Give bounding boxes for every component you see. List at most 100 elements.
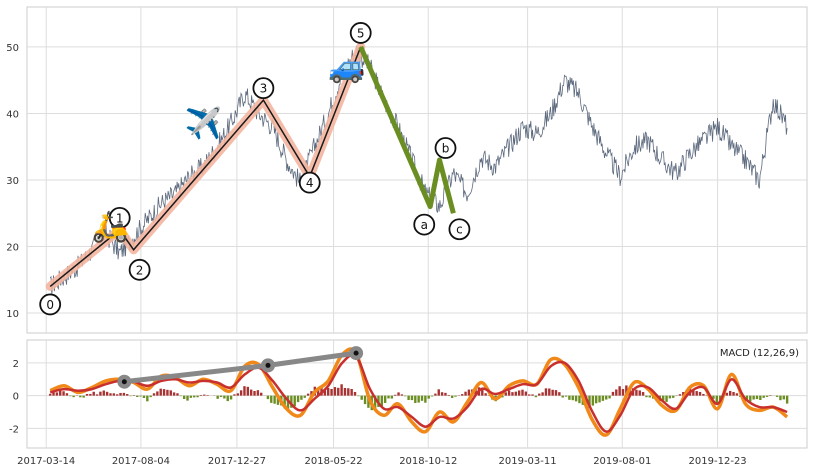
histogram-bar (190, 396, 192, 398)
histogram-bar (59, 391, 61, 396)
histogram-bar (66, 393, 68, 395)
histogram-bar (779, 396, 781, 401)
histogram-bar (528, 394, 530, 395)
histogram-bar (605, 396, 607, 400)
histogram-bar (163, 389, 165, 396)
histogram-bar (541, 392, 543, 395)
histogram-bar (206, 395, 208, 396)
histogram-bar (407, 396, 409, 400)
histogram-bar (300, 396, 302, 400)
histogram-bar (759, 396, 761, 400)
histogram-bar (421, 396, 423, 401)
macd-y-tick-label: 2 (13, 359, 19, 370)
price-y-tick-label: 50 (6, 43, 19, 54)
histogram-bar (441, 392, 443, 395)
price-y-tick-label: 20 (6, 243, 19, 254)
histogram-bar (56, 392, 58, 395)
histogram-bar (327, 388, 329, 396)
histogram-bar (716, 396, 718, 404)
x-tick-label: 2019-12-23 (689, 456, 747, 467)
histogram-bar (568, 396, 570, 400)
histogram-bar (72, 396, 74, 398)
histogram-bar (545, 388, 547, 395)
histogram-bar (237, 393, 239, 395)
histogram-bar (233, 394, 235, 395)
histogram-bar (183, 396, 185, 399)
histogram-bar (428, 396, 430, 399)
histogram-bar (592, 396, 594, 406)
x-tick-label: 2017-08-04 (112, 456, 170, 467)
histogram-bar (173, 392, 175, 395)
histogram-bar (561, 396, 563, 398)
trendline-node-center (122, 379, 127, 384)
histogram-bar (575, 396, 577, 402)
histogram-bar (361, 396, 363, 400)
histogram-bar (103, 391, 105, 396)
histogram-bar (273, 396, 275, 404)
histogram-bar (347, 388, 349, 395)
histogram-bar (411, 396, 413, 400)
histogram-bar (82, 396, 84, 398)
histogram-bar (350, 389, 352, 396)
histogram-bar (762, 396, 764, 398)
histogram-bar (109, 393, 111, 395)
histogram-bar (438, 389, 440, 395)
histogram-bar (62, 391, 64, 395)
histogram-bar (253, 391, 255, 396)
price-y-tick-label: 40 (6, 109, 19, 120)
x-tick-label: 2017-03-14 (17, 456, 75, 467)
histogram-bar (769, 395, 771, 396)
airplane-icon: ✈️ (184, 104, 221, 141)
histogram-bar (357, 396, 359, 397)
x-tick-label: 2018-10-12 (399, 456, 457, 467)
histogram-bar (602, 396, 604, 401)
histogram-bar (267, 396, 269, 399)
histogram-bar (401, 394, 403, 395)
wave-label-0: 0 (46, 298, 54, 312)
histogram-bar (116, 394, 118, 395)
histogram-bar (384, 396, 386, 403)
histogram-bar (344, 388, 346, 396)
histogram-bar (270, 396, 272, 403)
histogram-bar (180, 396, 182, 397)
histogram-bar (448, 395, 450, 396)
histogram-bar (645, 396, 647, 398)
histogram-bar (481, 390, 483, 396)
histogram-bar (776, 396, 778, 397)
histogram-bar (139, 396, 141, 397)
histogram-bar (113, 393, 115, 395)
histogram-bar (397, 392, 399, 395)
histogram-bar (726, 393, 728, 396)
histogram-bar (622, 389, 624, 396)
histogram-bar (665, 396, 667, 402)
histogram-bar (598, 396, 600, 403)
wave-label-3: 3 (260, 82, 268, 96)
histogram-bar (340, 384, 342, 395)
histogram-bar (669, 396, 671, 399)
histogram-bar (93, 392, 95, 396)
histogram-bar (129, 396, 131, 397)
wave-label-5: 5 (357, 26, 365, 40)
histogram-bar (387, 396, 389, 399)
histogram-bar (230, 396, 232, 400)
histogram-bar (123, 393, 125, 396)
histogram-bar (756, 396, 758, 399)
histogram-bar (243, 386, 245, 395)
histogram-bar (454, 396, 456, 397)
price-y-tick-label: 30 (6, 176, 19, 187)
histogram-bar (364, 396, 366, 404)
histogram-bar (240, 390, 242, 395)
histogram-bar (307, 394, 309, 396)
histogram-bar (595, 396, 597, 404)
histogram-bar (618, 386, 620, 395)
x-tick-label: 2017-12-27 (208, 456, 266, 467)
histogram-bar (525, 392, 527, 396)
histogram-bar (337, 388, 339, 396)
histogram-bar (203, 395, 205, 396)
histogram-bar (404, 396, 406, 397)
histogram-bar (515, 392, 517, 396)
